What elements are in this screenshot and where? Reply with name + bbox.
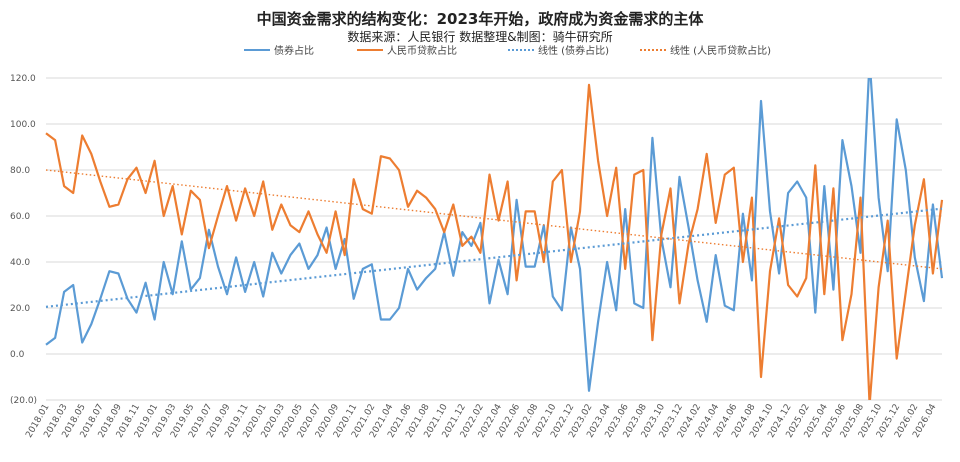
y-tick-label: 60.0 xyxy=(10,212,30,222)
y-tick-label: 100.0 xyxy=(10,120,36,130)
y-tick-label: 40.0 xyxy=(10,258,30,268)
y-tick-label: 0.0 xyxy=(10,350,25,360)
legend-label-2: 线性 (债券占比) xyxy=(538,44,609,57)
y-tick-label: (20.0) xyxy=(10,396,37,406)
plot-area xyxy=(45,78,944,400)
y-tick-label: 120.0 xyxy=(10,74,36,84)
trend-line-2 xyxy=(45,207,943,308)
legend-label-0: 债券占比 xyxy=(274,44,314,57)
series-line-1 xyxy=(45,83,944,400)
y-tick-label: 80.0 xyxy=(10,166,30,176)
chart-title: 中国资金需求的结构变化：2023年开始，政府成为资金需求的主体 xyxy=(256,10,704,28)
chart-subtitle: 数据来源：人民银行 数据整理&制图：骑牛研究所 xyxy=(347,30,613,44)
series-line-0 xyxy=(45,78,944,392)
legend-label-1: 人民币贷款占比 xyxy=(387,44,457,57)
y-tick-label: 20.0 xyxy=(10,304,30,314)
legend-label-3: 线性 (人民币贷款占比) xyxy=(670,44,771,57)
